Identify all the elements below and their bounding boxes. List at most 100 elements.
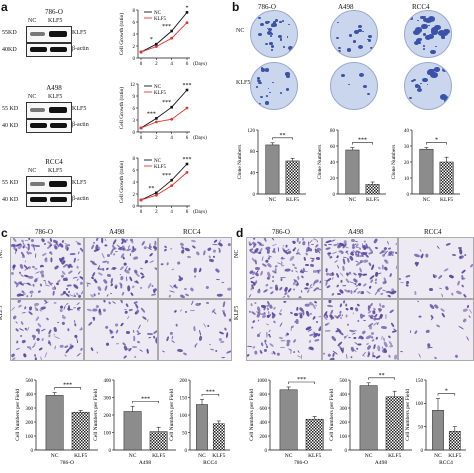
stained-cell [53, 264, 60, 270]
stained-cell [388, 344, 394, 348]
stained-cell [286, 342, 290, 347]
bar-nc [345, 149, 360, 195]
x-axis-label: A498 [139, 460, 151, 466]
lane-label: KLF5 [48, 168, 63, 174]
stained-cell [419, 248, 422, 252]
column-header: RCC4 [183, 228, 201, 236]
y-tick-label: 10 [404, 177, 410, 182]
colony [423, 16, 426, 19]
y-axis-label: Cell Numbers per Field [93, 389, 99, 441]
colony [341, 74, 345, 78]
stained-cell [88, 321, 94, 327]
stained-cell [358, 247, 362, 251]
stained-cell [366, 352, 371, 358]
y-axis-label: Cell Numbers per Field [329, 389, 335, 441]
stained-cell [176, 260, 181, 266]
stained-cell [248, 293, 252, 298]
blot-actin-strip [26, 193, 72, 207]
stained-cell [90, 346, 94, 351]
data-point [154, 45, 158, 48]
bar-klf5 [448, 431, 461, 451]
stained-cell [74, 323, 78, 327]
colony [279, 38, 283, 41]
stained-cell [191, 244, 196, 249]
x-category-label: NC [285, 453, 293, 459]
legend-label: NC [154, 85, 162, 90]
data-point [185, 11, 189, 14]
stained-cell [16, 300, 22, 304]
x-tick-label: 0 [140, 210, 143, 215]
y-tick-label: 200 [340, 421, 348, 426]
colony [270, 49, 273, 51]
y-axis-label: Clone Numbers [237, 145, 243, 180]
significance-bracket [132, 400, 159, 404]
colony [337, 46, 341, 49]
colony [264, 101, 269, 105]
stained-cell [128, 308, 133, 312]
stained-cell [325, 267, 328, 272]
stained-cell [43, 306, 47, 310]
stained-cell [214, 268, 220, 274]
stained-cell [213, 249, 217, 254]
colony [414, 84, 419, 88]
colony [271, 23, 277, 28]
stained-cell [323, 243, 328, 247]
stained-cell [380, 325, 387, 329]
blot-protein-label: β-actin [72, 46, 89, 52]
series-line-klf5 [140, 107, 188, 129]
stained-cell [77, 294, 82, 298]
x-axis-label: (Days) [193, 136, 207, 141]
significance-mark: *** [358, 138, 367, 144]
stained-cell [289, 311, 293, 315]
y-axis-label: Cell Growth (ratio) [118, 87, 125, 130]
stained-cell [217, 293, 223, 297]
stained-cell [276, 352, 280, 356]
stained-cell [206, 324, 210, 328]
stained-cell [268, 342, 275, 348]
stained-cell [462, 308, 468, 313]
stained-cell [114, 283, 119, 289]
bar-nc [279, 389, 298, 451]
y-tick-label: 2 [133, 45, 136, 50]
colony [427, 33, 434, 39]
data-point [139, 126, 143, 130]
stained-cell [175, 323, 179, 328]
colony [352, 40, 356, 43]
significance-mark: * [435, 138, 438, 144]
significance-bracket [352, 142, 373, 145]
stained-cell [368, 273, 375, 280]
transwell-micrograph [10, 237, 84, 299]
stained-cell [50, 257, 53, 263]
y-tick-label: 0 [265, 449, 268, 454]
x-axis-label: RCC4 [203, 460, 217, 466]
x-tick-label: 0 [140, 62, 143, 67]
stained-cell [436, 323, 441, 329]
data-point [185, 21, 189, 24]
column-header: A498 [348, 228, 364, 236]
lane-label: NC [28, 94, 37, 100]
bar-klf5 [439, 161, 454, 195]
y-tick-label: 400 [104, 379, 112, 384]
stained-cell [430, 317, 434, 322]
stained-cell [302, 241, 306, 246]
legend-label: KLF5 [154, 91, 166, 96]
x-category-label: KLF5 [440, 197, 453, 203]
stained-cell [421, 253, 425, 259]
stained-cell [268, 328, 272, 333]
stained-cell [112, 253, 115, 256]
stained-cell [53, 327, 57, 333]
significance-mark: ** [148, 186, 154, 192]
transwell-micrograph [398, 299, 474, 361]
stained-cell [399, 350, 403, 353]
stained-cell [31, 334, 37, 338]
stained-cell [109, 293, 112, 295]
x-tick-label: 0 [140, 136, 143, 141]
significance-bracket [426, 142, 447, 145]
x-category-label: NC [51, 453, 59, 459]
significance-mark: *** [183, 83, 192, 89]
colony [412, 29, 420, 36]
stained-cell [291, 248, 296, 253]
blot-cell-line-title: A498 [46, 84, 62, 92]
stained-cell [53, 336, 60, 340]
stained-cell [286, 294, 291, 298]
